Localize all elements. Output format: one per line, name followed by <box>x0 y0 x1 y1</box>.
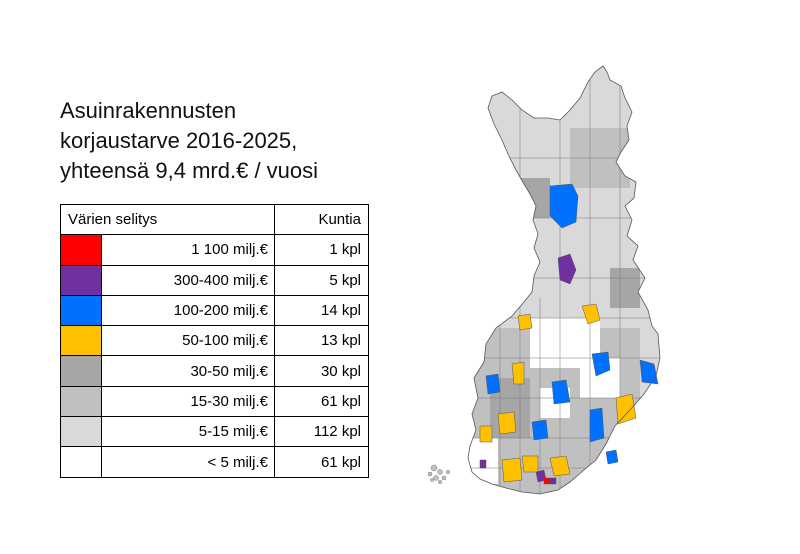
legend-header-row: Värien selitys Kuntia <box>60 203 369 236</box>
legend-count: 13 kpl <box>274 325 369 357</box>
legend-range: 300-400 milj.€ <box>101 264 275 296</box>
region-orange <box>615 393 637 425</box>
legend-count: 61 kpl <box>274 385 369 418</box>
region-blue <box>589 407 605 443</box>
country-outline <box>467 65 661 495</box>
legend-row: 5-15 milj.€ 112 kpl <box>60 416 369 448</box>
legend-range: 30-50 milj.€ <box>101 355 275 387</box>
region-orange <box>479 425 493 443</box>
finland-choropleth-map <box>427 65 661 495</box>
legend-count: 1 kpl <box>274 234 369 266</box>
legend-header-count: Kuntia <box>274 203 369 236</box>
region-purple <box>479 459 487 469</box>
region-blue <box>549 183 579 229</box>
legend-row: 100-200 milj.€ 14 kpl <box>60 294 369 327</box>
legend-range: 50-100 milj.€ <box>101 325 275 357</box>
region-orange <box>497 411 517 435</box>
region-orange <box>517 313 533 331</box>
legend-count: 30 kpl <box>274 355 369 387</box>
legend-swatch <box>60 416 102 448</box>
region-orange <box>511 361 525 385</box>
legend-table: Värien selitys Kuntia 1 100 milj.€ 1 kpl… <box>60 203 369 478</box>
legend-count: 5 kpl <box>274 264 369 296</box>
region-blue <box>531 419 549 441</box>
legend-count: 61 kpl <box>274 446 369 478</box>
region-orange <box>581 303 601 325</box>
region-blue <box>551 379 571 405</box>
region-purple <box>549 477 557 485</box>
title-line-3: yhteensä 9,4 mrd.€ / vuosi <box>60 158 319 183</box>
legend-count: 112 kpl <box>274 416 369 448</box>
legend-row: 300-400 milj.€ 5 kpl <box>60 264 369 296</box>
legend-swatch <box>60 234 102 266</box>
region-red <box>543 477 551 485</box>
region-blue <box>591 351 611 377</box>
map-title: Asuinrakennusten korjaustarve 2016-2025,… <box>60 96 400 186</box>
region-orange <box>521 455 539 473</box>
aland-islands <box>427 464 451 485</box>
legend-header-label: Värien selitys <box>60 203 275 236</box>
legend-range: 100-200 milj.€ <box>101 294 275 327</box>
legend-row: 30-50 milj.€ 30 kpl <box>60 355 369 387</box>
municipality-regions <box>468 66 660 494</box>
legend-row: 50-100 milj.€ 13 kpl <box>60 325 369 357</box>
legend-swatch <box>60 294 102 327</box>
legend-swatch <box>60 264 102 296</box>
title-line-2: korjaustarve 2016-2025, <box>60 128 298 153</box>
legend-range: < 5 milj.€ <box>101 446 275 478</box>
legend-swatch <box>60 355 102 387</box>
legend-row: 15-30 milj.€ 61 kpl <box>60 385 369 418</box>
legend-row: < 5 milj.€ 61 kpl <box>60 446 369 478</box>
region-blue <box>605 449 619 465</box>
legend-count: 14 kpl <box>274 294 369 327</box>
legend-swatch <box>60 446 102 478</box>
region-orange <box>501 457 523 483</box>
legend-range: 1 100 milj.€ <box>101 234 275 266</box>
legend-swatch <box>60 325 102 357</box>
legend-range: 5-15 milj.€ <box>101 416 275 448</box>
legend-range: 15-30 milj.€ <box>101 385 275 418</box>
legend-swatch <box>60 385 102 418</box>
legend-row: 1 100 milj.€ 1 kpl <box>60 234 369 266</box>
title-line-1: Asuinrakennusten <box>60 98 237 123</box>
region-blue <box>639 359 659 385</box>
region-blue <box>485 373 501 395</box>
region-orange <box>549 455 571 477</box>
region-purple <box>557 253 577 285</box>
